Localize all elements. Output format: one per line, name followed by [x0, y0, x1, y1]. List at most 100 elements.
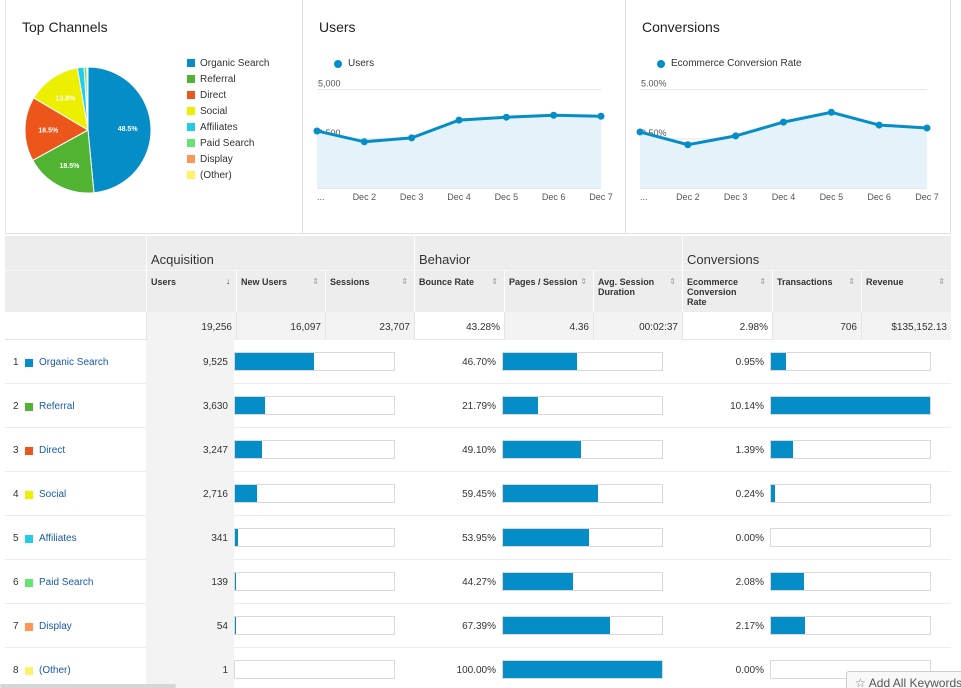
- group-acquisition: Acquisition: [146, 236, 414, 270]
- x-tick-label: Dec 5: [495, 192, 519, 202]
- sort-icon[interactable]: ⇕: [848, 277, 855, 286]
- legend-item[interactable]: Affiliates: [187, 119, 269, 135]
- users-share-bar: [234, 396, 395, 415]
- data-point[interactable]: [502, 113, 510, 121]
- header-users[interactable]: Users ↓: [146, 271, 236, 313]
- channel-link[interactable]: Organic Search: [39, 357, 109, 368]
- row-index: 5: [13, 533, 19, 544]
- users-value: 3,247: [146, 428, 234, 472]
- header-transactions-label: Transactions: [777, 277, 833, 287]
- table-row: 3 Direct 3,247 49.10% 1.39%: [5, 428, 951, 472]
- header-ecr[interactable]: Ecommerce Conversion Rate ⇕: [682, 271, 772, 313]
- sort-icon[interactable]: ⇕: [759, 277, 766, 286]
- sort-icon[interactable]: ⇕: [938, 277, 945, 286]
- ecr-bar: [770, 352, 931, 371]
- data-point[interactable]: [597, 112, 605, 120]
- bounce-rate-fill: [503, 661, 662, 678]
- channel-link[interactable]: (Other): [39, 665, 71, 676]
- add-all-keywords-button[interactable]: ☆ Add All Keywords: [846, 671, 961, 688]
- x-tick-label: Dec 7: [915, 192, 939, 202]
- channel-link[interactable]: Paid Search: [39, 577, 94, 588]
- conversions-legend-label: Ecommerce Conversion Rate: [671, 58, 802, 69]
- data-point[interactable]: [360, 138, 368, 146]
- data-point[interactable]: [780, 118, 787, 126]
- legend-item[interactable]: (Other): [187, 167, 269, 183]
- group-conversions: Conversions: [682, 236, 951, 270]
- data-point[interactable]: [550, 111, 558, 119]
- channel-cell: 3 Direct: [5, 428, 146, 472]
- header-avg-session[interactable]: Avg. Session Duration ⇕: [593, 271, 682, 313]
- x-tick-label: Dec 2: [676, 192, 700, 202]
- data-point[interactable]: [455, 116, 463, 124]
- x-tick-label: ...: [640, 192, 648, 202]
- data-point[interactable]: [732, 132, 740, 140]
- channel-link[interactable]: Direct: [39, 445, 66, 456]
- channel-swatch: [25, 535, 33, 543]
- data-point[interactable]: [408, 134, 416, 142]
- pie-slice[interactable]: [32, 129, 95, 194]
- header-ecr-label: Ecommerce Conversion Rate: [687, 277, 739, 307]
- header-bounce-rate[interactable]: Bounce Rate ⇕: [414, 271, 504, 313]
- sort-icon[interactable]: ⇕: [491, 277, 498, 286]
- total-avg-session: 00:02:37: [593, 312, 682, 340]
- legend-item[interactable]: Paid Search: [187, 135, 269, 151]
- legend-item[interactable]: Organic Search: [187, 55, 269, 71]
- bounce-rate-bar: [502, 572, 663, 591]
- header-new-users[interactable]: New Users ⇕: [236, 271, 325, 313]
- sort-icon[interactable]: ⇕: [312, 277, 319, 286]
- legend-item[interactable]: Direct: [187, 87, 269, 103]
- row-index: 7: [13, 621, 19, 632]
- data-point[interactable]: [827, 108, 835, 116]
- users-value: 1: [146, 648, 234, 688]
- legend-label: Paid Search: [200, 137, 255, 149]
- header-pages-session[interactable]: Pages / Session ⇕: [504, 271, 593, 313]
- sort-desc-icon[interactable]: ↓: [226, 277, 230, 286]
- x-tick-label: ...: [317, 192, 325, 202]
- header-transactions[interactable]: Transactions ⇕: [772, 271, 861, 313]
- bounce-rate-value: 49.10%: [462, 445, 496, 456]
- pie-slice[interactable]: [86, 66, 89, 131]
- channel-swatch: [25, 491, 33, 499]
- legend-label: (Other): [200, 169, 232, 181]
- data-point[interactable]: [636, 128, 644, 136]
- horizontal-scrollbar[interactable]: [0, 684, 176, 688]
- channel-link[interactable]: Social: [39, 489, 67, 500]
- data-point[interactable]: [923, 124, 931, 132]
- pie-slice[interactable]: [33, 67, 89, 131]
- row-index: 4: [13, 489, 19, 500]
- ecr-value: 0.00%: [735, 533, 764, 544]
- column-header-row: Users ↓ New Users ⇕ Sessions ⇕ Bounce Rate ⇕…: [5, 270, 951, 313]
- total-users: 19,256: [146, 312, 236, 340]
- header-revenue[interactable]: Revenue ⇕: [861, 271, 951, 313]
- legend-item[interactable]: Display: [187, 151, 269, 167]
- sort-icon[interactable]: ⇕: [580, 277, 587, 286]
- users-share-bar: [234, 572, 395, 591]
- bounce-rate-value: 53.95%: [462, 533, 496, 544]
- sort-icon[interactable]: ⇕: [669, 277, 676, 286]
- users-share-fill: [235, 397, 266, 414]
- legend-item[interactable]: Referral: [187, 71, 269, 87]
- channel-cell: 2 Referral: [5, 384, 146, 428]
- header-sessions[interactable]: Sessions ⇕: [325, 271, 414, 313]
- data-point[interactable]: [875, 121, 883, 129]
- legend-swatch: [187, 155, 195, 163]
- x-tick-label: Dec 6: [542, 192, 566, 202]
- conversions-series-legend: Ecommerce Conversion Rate: [657, 58, 802, 69]
- data-point[interactable]: [684, 141, 692, 149]
- legend-item[interactable]: Social: [187, 103, 269, 119]
- pie-slice[interactable]: [24, 97, 90, 162]
- data-point[interactable]: [313, 127, 321, 135]
- users-value: 139: [146, 560, 234, 604]
- row-index: 3: [13, 445, 19, 456]
- total-pages-session: 4.36: [504, 312, 593, 340]
- channel-link[interactable]: Display: [39, 621, 72, 632]
- sort-icon[interactable]: ⇕: [401, 277, 408, 286]
- channel-link[interactable]: Referral: [39, 401, 75, 412]
- conversions-widget: Conversions Ecommerce Conversion Rate 5.…: [626, 0, 951, 234]
- channel-link[interactable]: Affiliates: [39, 533, 77, 544]
- users-share-bar: [234, 352, 395, 371]
- channel-cell: 7 Display: [5, 604, 146, 648]
- pie-slice[interactable]: [87, 66, 152, 194]
- channel-cell: 6 Paid Search: [5, 560, 146, 604]
- users-share-bar: [234, 440, 395, 459]
